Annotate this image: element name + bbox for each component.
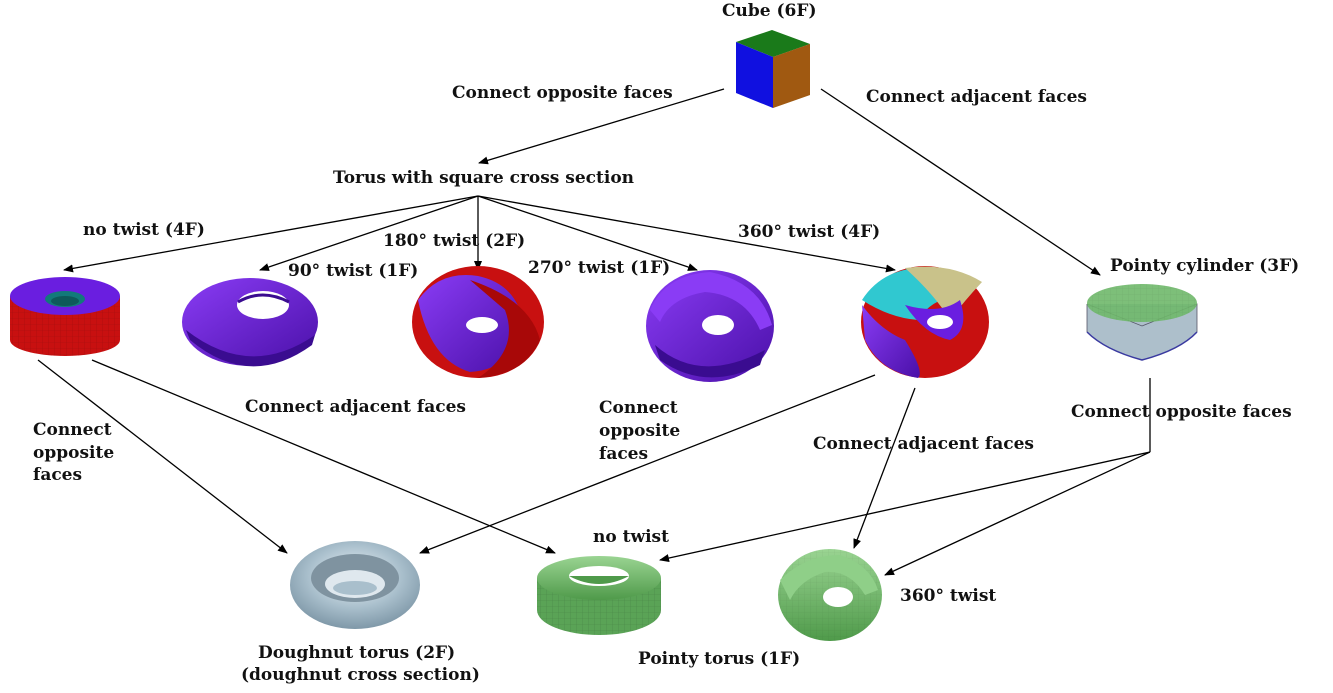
arrow-torus-to-360: [477, 195, 896, 273]
arrow-torus-to-270: [477, 195, 698, 271]
arrow-cylinder-to-no-twist: [659, 451, 1151, 562]
cube-label: Cube (6F): [722, 1, 817, 21]
twist-180-label: 180° twist (2F): [383, 231, 526, 251]
square-torus-no-twist: [10, 277, 120, 356]
twist-180-torus: [412, 266, 544, 378]
left-opposite-line3: faces: [33, 465, 83, 485]
arrows: [37, 88, 1151, 576]
arrow-360-to-doughnut: [419, 374, 876, 554]
twist-360-torus: [861, 266, 989, 378]
torus-square-label: Torus with square cross section: [333, 168, 635, 188]
doughnut-cross-section-label: (doughnut cross section): [241, 665, 480, 685]
cube-to-torus-label: Connect opposite faces: [452, 83, 673, 103]
doughnut-torus-label: Doughnut torus (2F): [258, 643, 456, 663]
mid-opposite-line3: faces: [599, 444, 649, 464]
pointy-torus-shape: [537, 556, 661, 635]
pointy-cylinder-shape: [1086, 284, 1198, 361]
arrow-torus-to-90: [259, 195, 479, 271]
mid-opposite-line2: opposite: [599, 421, 681, 441]
no-twist-label: no twist: [593, 527, 669, 547]
arrow-360-to-360-torus: [853, 387, 916, 549]
twist-90-torus: [182, 278, 318, 367]
pointy-cylinder-label: Pointy cylinder (3F): [1110, 256, 1300, 276]
arrow-notwist-to-pointy-torus: [91, 359, 556, 554]
twist-270-torus: [646, 270, 774, 382]
twist-360-green-torus: [778, 549, 882, 641]
twist-270-label: 270° twist (1F): [528, 258, 671, 278]
twist-90-label: 90° twist (1F): [288, 261, 419, 281]
twist-360-short-label: 360° twist: [900, 586, 997, 606]
cylinder-opposite-label: Connect opposite faces: [1071, 402, 1292, 422]
arrow-notwist-to-doughnut: [37, 359, 288, 554]
left-opposite-line1: Connect: [33, 420, 112, 440]
left-opposite-line2: opposite: [33, 443, 115, 463]
arrow-cylinder-to-360: [884, 451, 1151, 576]
no-twist-4f-label: no twist (4F): [83, 220, 205, 240]
twist360-adjacent-label: Connect adjacent faces: [813, 434, 1034, 454]
arrow-torus-to-no-twist: [63, 195, 479, 273]
twist-360-label: 360° twist (4F): [738, 222, 881, 242]
mid-opposite-line1: Connect: [599, 398, 678, 418]
notwist-adjacent-label: Connect adjacent faces: [245, 397, 466, 417]
pointy-torus-label: Pointy torus (1F): [638, 649, 801, 669]
cube-shape: [736, 30, 810, 108]
arrow-cube-to-cylinder: [820, 88, 1101, 276]
doughnut-torus-shape: [290, 541, 420, 629]
arrow-cube-to-torus: [478, 88, 725, 165]
cube-to-cylinder-label: Connect adjacent faces: [866, 87, 1087, 107]
